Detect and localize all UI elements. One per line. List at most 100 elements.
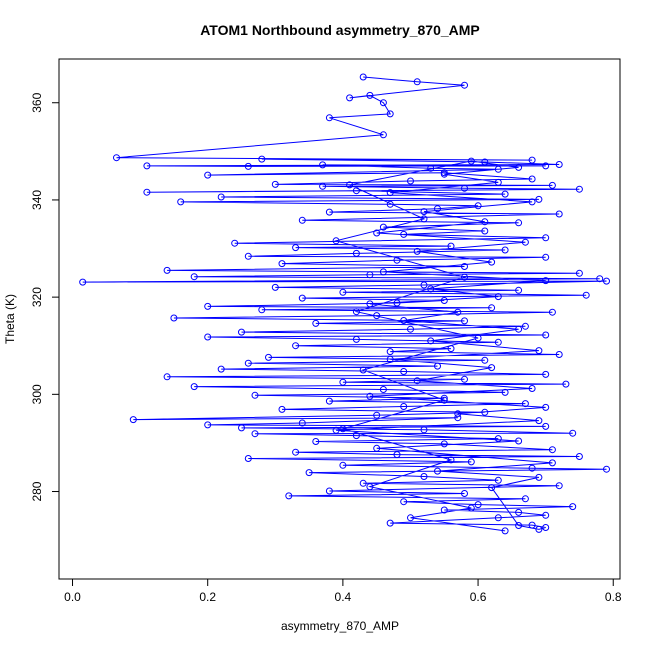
data-point: [339, 288, 347, 296]
data-point: [575, 453, 583, 460]
y-tick-label: 320: [30, 287, 44, 307]
data-point: [204, 421, 212, 429]
data-point: [582, 291, 590, 299]
data-point: [238, 424, 245, 432]
data-point: [481, 356, 489, 364]
data-point: [298, 216, 306, 224]
data-point: [494, 435, 502, 443]
data-point: [555, 210, 563, 218]
data-point: [481, 227, 489, 235]
data-point: [420, 215, 428, 223]
data-point: [454, 308, 462, 316]
data-point: [204, 171, 212, 179]
y-tick-label: 360: [30, 92, 44, 112]
data-point: [352, 335, 360, 343]
data-point: [386, 355, 394, 363]
data-point: [420, 208, 428, 216]
data-point: [461, 317, 468, 325]
data-point: [501, 190, 509, 198]
data-point: [379, 99, 387, 107]
data-point: [515, 508, 523, 516]
data-point: [420, 473, 428, 480]
data-point: [325, 114, 333, 122]
data-point: [204, 302, 212, 310]
data-point: [217, 193, 225, 201]
x-tick-label: 0.2: [199, 590, 216, 604]
data-point: [440, 394, 448, 402]
data-point: [528, 156, 536, 164]
data-point: [555, 351, 563, 358]
data-point: [603, 277, 610, 285]
data-point: [113, 154, 120, 162]
data-point: [325, 397, 333, 405]
data-point: [400, 317, 408, 324]
data-point: [454, 414, 462, 422]
data-point: [238, 328, 245, 336]
data-point: [251, 430, 259, 438]
data-point: [244, 455, 252, 462]
data-point: [244, 162, 252, 170]
data-point: [292, 448, 300, 456]
data-point: [521, 238, 529, 246]
data-point: [386, 200, 394, 208]
series-points: [79, 73, 610, 535]
data-point: [521, 495, 529, 503]
data-point: [258, 155, 266, 163]
data-point: [481, 408, 489, 416]
data-point: [312, 319, 320, 327]
data-point: [298, 294, 306, 302]
data-point: [393, 451, 401, 459]
data-point: [352, 432, 360, 440]
data-point: [515, 219, 523, 227]
data-point: [190, 273, 198, 281]
data-point: [79, 278, 87, 286]
data-point: [461, 490, 468, 497]
data-point: [386, 348, 394, 356]
data-point: [393, 299, 401, 307]
data-point: [400, 403, 408, 410]
data-point: [143, 162, 151, 170]
data-point: [366, 91, 374, 99]
data-point: [373, 229, 381, 237]
data-point: [494, 514, 502, 522]
data-point: [325, 208, 333, 216]
plot-frame: [58, 58, 621, 580]
data-point: [278, 405, 286, 413]
data-point: [548, 446, 556, 454]
data-point: [170, 314, 178, 322]
data-point: [515, 325, 523, 333]
data-point: [413, 247, 421, 255]
data-point: [379, 223, 387, 231]
data-point: [177, 198, 185, 206]
data-point: [474, 334, 482, 342]
data-point: [366, 300, 374, 308]
data-point: [528, 521, 536, 529]
data-point: [339, 425, 347, 433]
data-point: [494, 293, 502, 301]
data-point: [542, 370, 550, 378]
data-point: [461, 184, 468, 192]
data-point: [366, 271, 374, 279]
data-point: [231, 239, 239, 247]
data-point: [488, 484, 496, 492]
data-point: [467, 458, 475, 466]
data-point: [400, 230, 408, 238]
data-point: [542, 277, 550, 285]
data-point: [535, 347, 543, 355]
data-point: [474, 202, 482, 210]
data-point: [379, 268, 387, 276]
data-point: [548, 181, 556, 189]
data-point: [359, 73, 367, 81]
data-point: [440, 170, 448, 178]
data-point: [542, 524, 550, 531]
data-point: [400, 368, 408, 375]
data-point: [535, 525, 543, 533]
data-point: [359, 366, 367, 374]
data-point: [352, 308, 360, 316]
data-point: [292, 244, 300, 252]
data-point: [427, 337, 435, 345]
data-point: [163, 373, 171, 381]
data-point: [447, 242, 455, 250]
data-point: [535, 195, 543, 203]
data-point: [434, 362, 441, 370]
